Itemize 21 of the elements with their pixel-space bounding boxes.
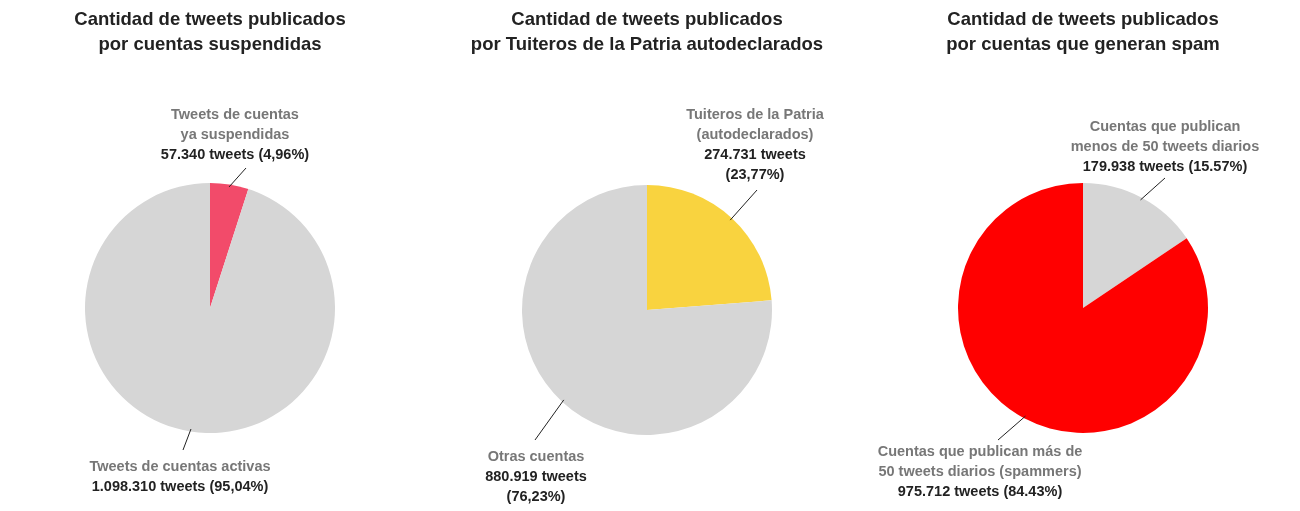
pie-slice: [958, 183, 1208, 433]
slice-label: Cuentas que publican más de 50 tweets diarios (spammers): [877, 443, 1083, 479]
pie-slice: [85, 183, 335, 433]
slice-label: Cuentas que publican menos de 50 tweets diarios: [1070, 118, 1260, 154]
slice-label: Tweets de cuentas activas: [89, 458, 271, 474]
data-label: 1.098.310 tweets (95,04%): [91, 478, 269, 494]
data-label: 179.938 tweets (15.57%): [1082, 158, 1248, 174]
chart-title: Cantidad de tweets publicados por cuentas que generan spam: [946, 8, 1220, 54]
slice-label: Tweets de cuentas ya suspendidas: [171, 106, 299, 142]
pie-slice: [647, 185, 772, 310]
slice-label: Otras cuentas: [487, 448, 585, 464]
data-label: 274.731 tweets (23,77%): [704, 146, 806, 182]
pie-slice: [210, 183, 249, 308]
data-label: 975.712 tweets (84.43%): [897, 483, 1063, 499]
pie-slice: [1083, 183, 1187, 308]
data-label: 57.340 tweets (4,96%): [160, 146, 310, 162]
data-label: 880.919 tweets (76,23%): [485, 468, 587, 504]
slice-label: Tuiteros de la Patria (autodeclarados): [686, 106, 825, 142]
pie-slice: [522, 185, 772, 435]
chart-title: Cantidad de tweets publicados por cuentas suspendidas: [74, 8, 346, 54]
chart-title: Cantidad de tweets publicados por Tuiteros de la Patria autodeclarados: [470, 8, 824, 54]
